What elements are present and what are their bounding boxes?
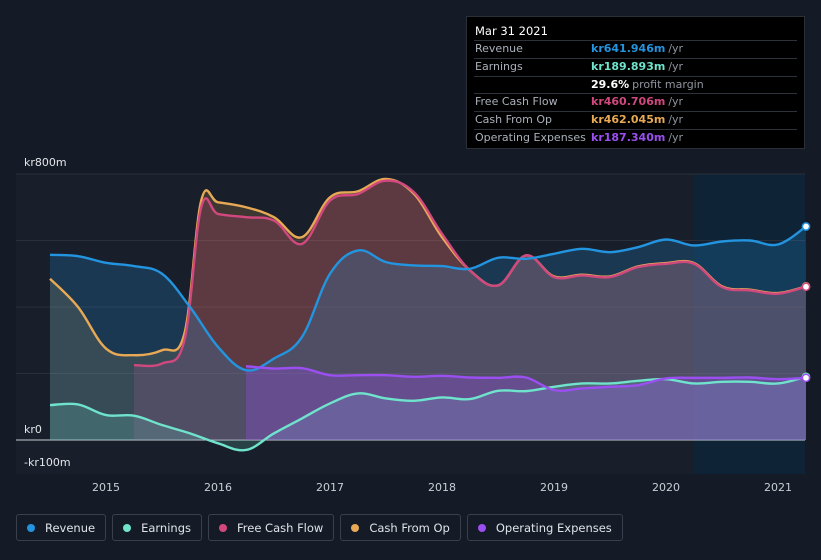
x-tick-label: 2019 — [540, 481, 568, 494]
tooltip-value: 29.6% — [591, 77, 630, 91]
endpoint-operating-expenses — [801, 373, 811, 383]
legend-label: Earnings — [141, 520, 191, 535]
tooltip-unit: /yr — [668, 130, 684, 144]
y-tick-label: kr0 — [24, 423, 42, 436]
y-tick-label: -kr100m — [24, 456, 71, 469]
tooltip-label: Earnings — [475, 59, 523, 73]
y-tick-label: kr800m — [24, 156, 67, 169]
legend-item-revenue[interactable]: Revenue — [16, 514, 107, 541]
legend-item-free-cash-flow[interactable]: Free Cash Flow — [208, 514, 335, 541]
area-cash-from-op — [50, 178, 806, 440]
tooltip-unit: /yr — [668, 42, 684, 55]
tooltip-row: Earnings kr189.893m/yr — [474, 57, 797, 76]
tooltip-value: kr460.706m — [591, 95, 666, 109]
legend-dot-icon — [219, 523, 227, 532]
legend-dot-icon — [123, 523, 132, 532]
tooltip-date: Mar 31 2021 — [475, 24, 548, 38]
tooltip-row: Operating Expenses kr187.340m/yr — [474, 128, 797, 147]
area-earnings — [50, 376, 806, 451]
x-tick-label: 2021 — [764, 481, 792, 494]
tooltip-label: Free Cash Flow — [475, 95, 558, 109]
x-tick-label: 2015 — [92, 481, 120, 494]
data-tooltip: Mar 31 2021 Revenue kr641.946m/yr Earnings… — [466, 16, 805, 149]
tooltip-row: Cash From Op kr462.045m/yr — [474, 111, 797, 129]
tooltip-label: Cash From Op — [475, 113, 553, 127]
legend-label: Free Cash Flow — [237, 520, 324, 535]
legend-item-earnings[interactable]: Earnings — [112, 514, 202, 541]
line-earnings — [49, 375, 807, 452]
tooltip-value: kr189.893m — [591, 59, 666, 73]
line-revenue — [49, 225, 807, 372]
tooltip-value: kr641.946m — [591, 42, 666, 55]
tooltip-label: Operating Expenses — [475, 130, 586, 144]
legend-dot-icon — [27, 523, 35, 532]
legend-dot-icon — [351, 523, 360, 532]
x-tick-label: 2018 — [428, 481, 456, 494]
highlight-region — [694, 174, 805, 474]
tooltip-label: Revenue — [475, 42, 523, 55]
tooltip-value: kr462.045m — [591, 113, 666, 127]
line-operating-expenses — [245, 364, 807, 392]
tooltip-unit: profit margin — [632, 77, 704, 91]
legend-item-cash-from-op[interactable]: Cash From Op — [340, 514, 461, 541]
legend-dot-icon — [477, 523, 486, 532]
tooltip-unit: /yr — [668, 59, 684, 73]
tooltip-label — [474, 77, 591, 94]
x-tick-label: 2020 — [652, 481, 680, 494]
tooltip-row: Free Cash Flow kr460.706m/yr — [474, 93, 797, 111]
tooltip-row: Revenue kr641.946m/yr — [474, 40, 797, 58]
legend-label: Cash From Op — [369, 520, 450, 535]
legend-label: Operating Expenses — [495, 520, 612, 535]
area-operating-expenses — [246, 366, 806, 440]
legend-label: Revenue — [45, 520, 96, 535]
endpoint-free-cash-flow — [801, 282, 811, 292]
tooltip-unit: /yr — [668, 95, 684, 109]
endpoint-revenue — [801, 222, 811, 231]
legend-item-operating-expenses[interactable]: Operating Expenses — [466, 514, 623, 541]
area-free-cash-flow — [134, 180, 806, 441]
x-tick-label: 2016 — [204, 481, 232, 494]
line-free-cash-flow — [133, 179, 807, 368]
tooltip-row: 29.6% profit margin — [474, 75, 797, 94]
x-tick-label: 2017 — [316, 481, 344, 494]
tooltip-value: kr187.340m — [591, 130, 666, 144]
tooltip-unit: /yr — [668, 113, 684, 127]
chart-legend: Revenue Earnings Free Cash Flow Cash From O… — [16, 514, 623, 541]
plot-background — [16, 174, 805, 474]
